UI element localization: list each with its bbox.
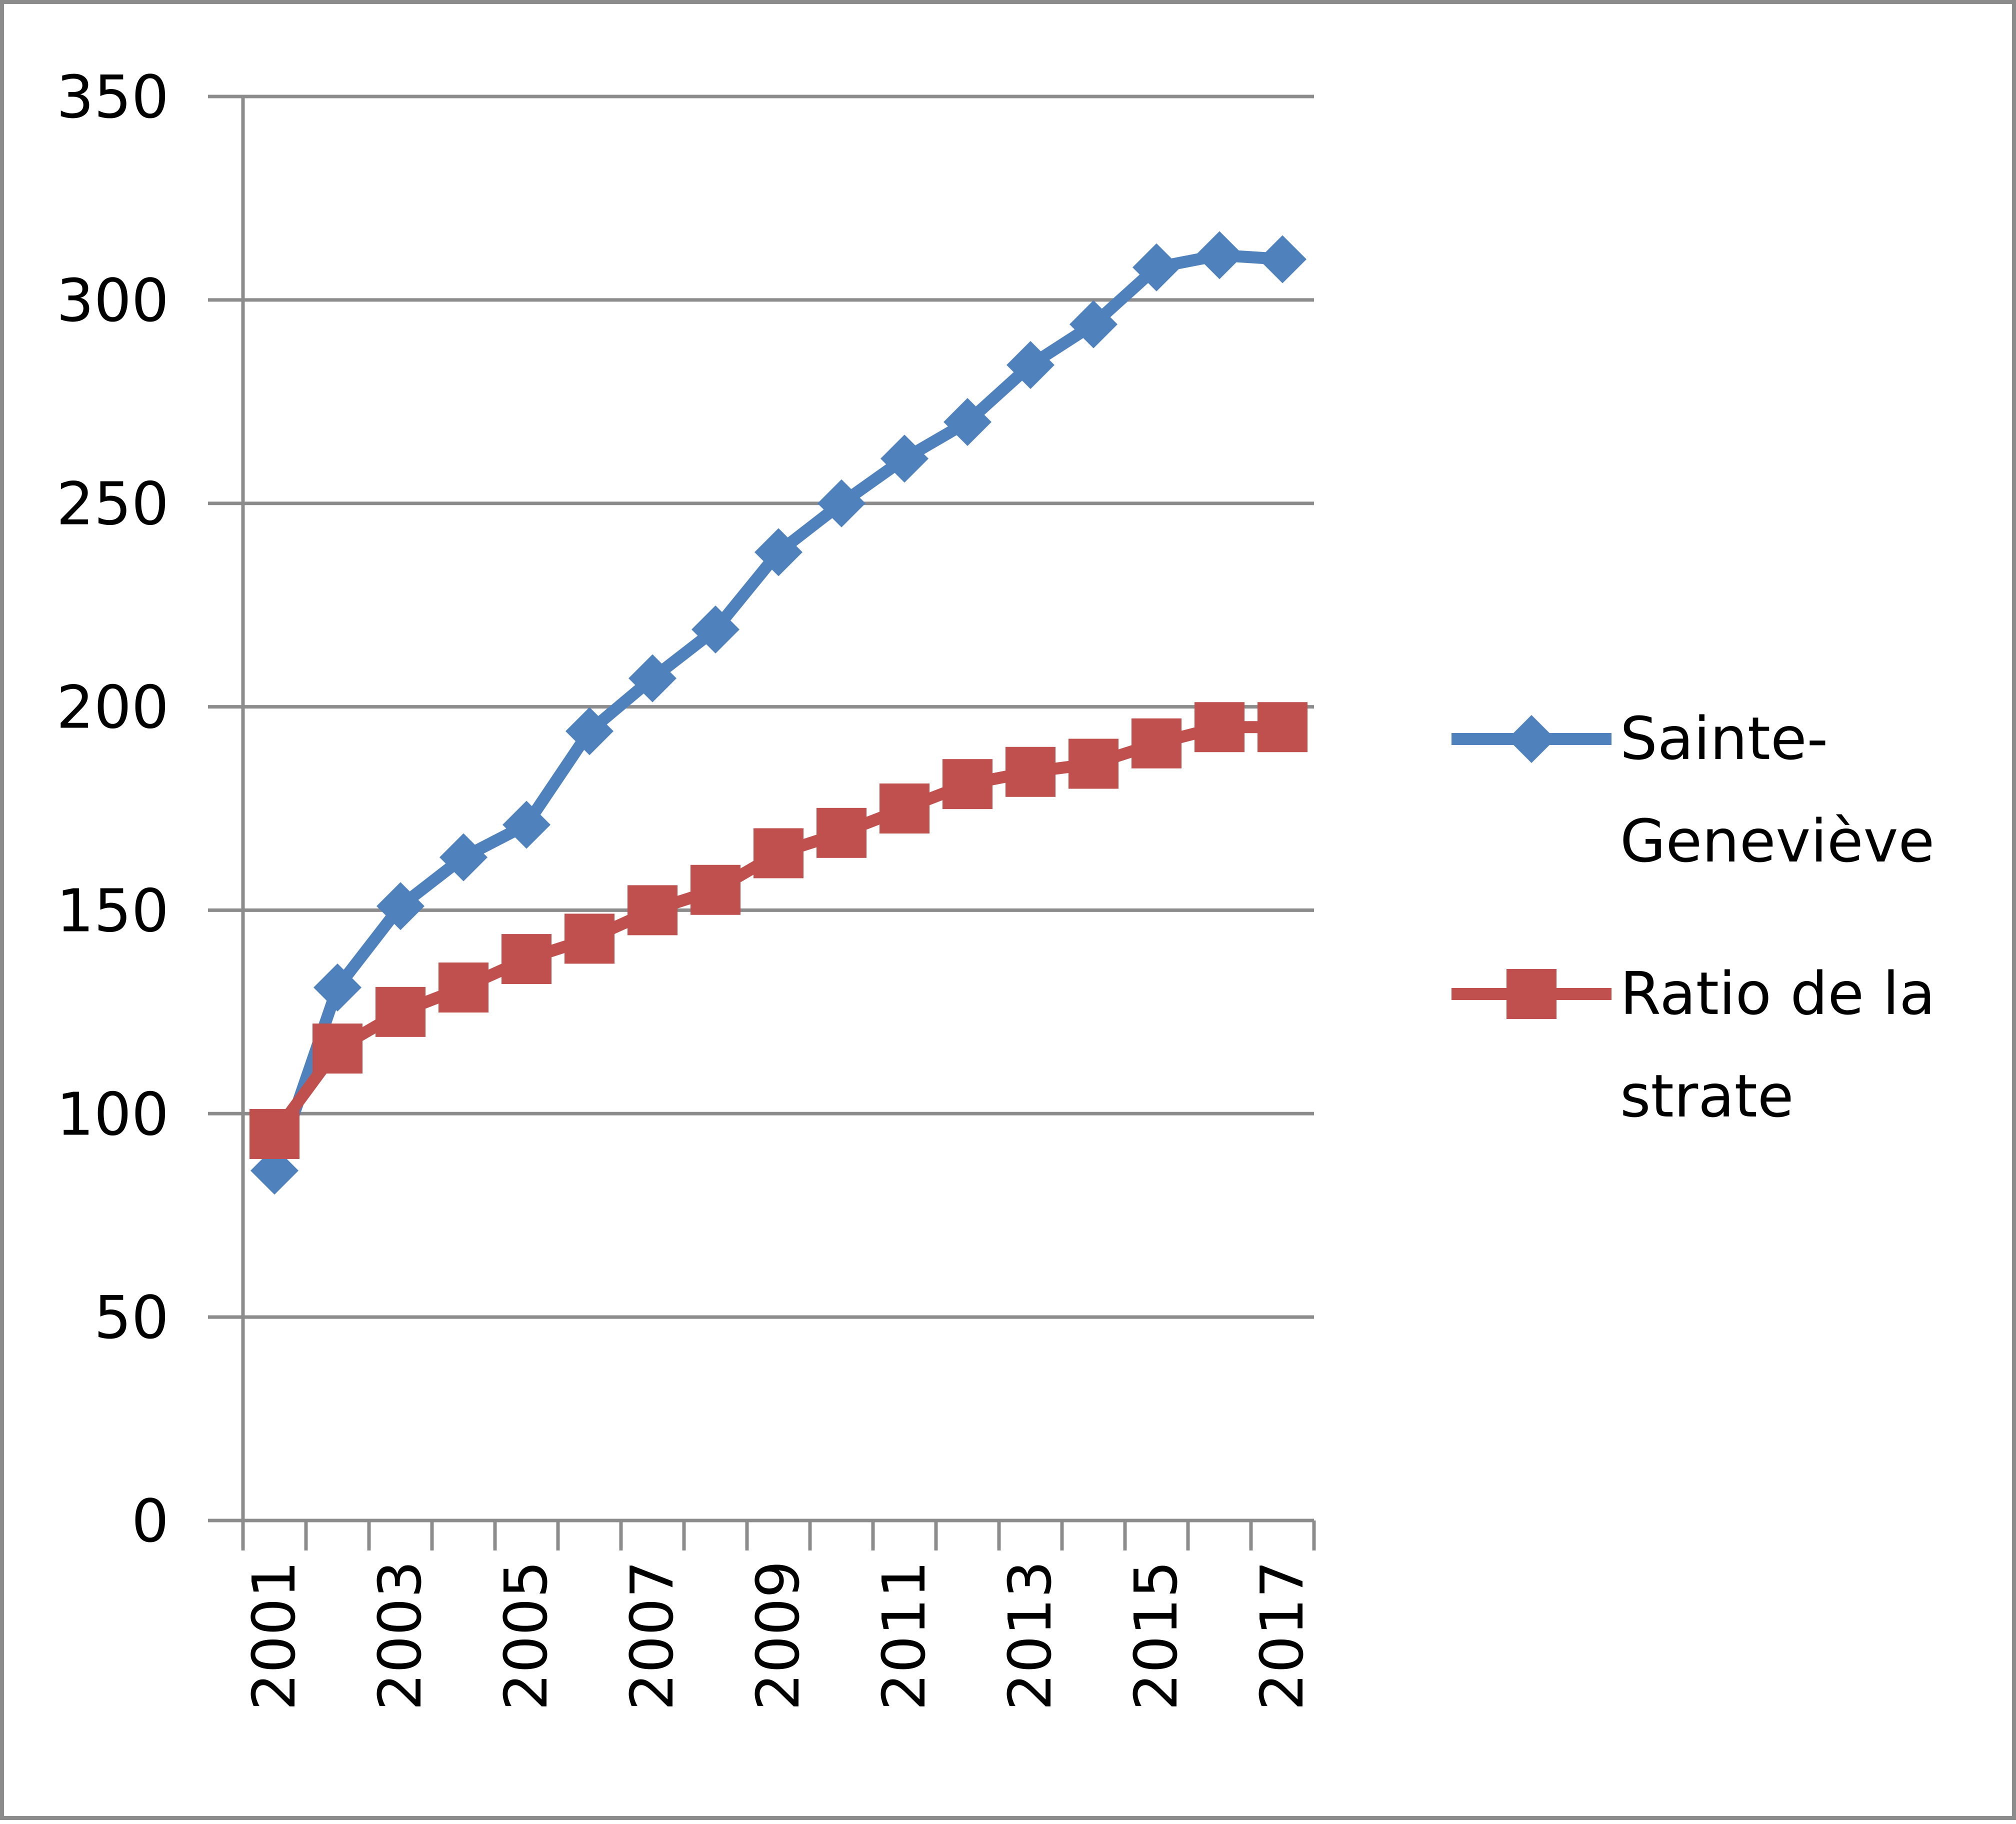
data-point (438, 962, 488, 1013)
data-point (1068, 738, 1118, 789)
data-point (250, 1108, 300, 1159)
data-point (502, 934, 552, 984)
legend-label: Sainte- (1620, 704, 1828, 773)
data-point (1196, 231, 1244, 280)
y-axis-tick-labels: 0 50 100 150 200 250 300 350 (56, 62, 169, 1556)
data-point (942, 759, 992, 810)
series-line (268, 249, 1283, 1173)
data-point (818, 479, 866, 528)
data-point (1258, 235, 1306, 284)
legend-swatch-marker (1506, 969, 1556, 1019)
data-point (376, 986, 426, 1037)
data-point (440, 833, 488, 882)
data-point (690, 864, 740, 915)
x-tick-label: 2011 (870, 1560, 938, 1710)
data-point (880, 434, 928, 483)
y-tick-label: 100 (56, 1080, 169, 1148)
data-point (1258, 702, 1308, 752)
data-point (502, 800, 550, 849)
y-tick-label: 150 (56, 876, 169, 945)
data-point (692, 605, 740, 654)
data-point (566, 707, 614, 756)
legend-entry: Ratio de la strate (1452, 959, 1936, 1130)
x-tick-label: 2007 (618, 1560, 686, 1710)
series-sainte-genevieve (250, 231, 1306, 1195)
y-tick-label: 350 (56, 62, 169, 132)
legend: Sainte- Geneviève Ratio de la strate (1452, 704, 1936, 1130)
data-series (250, 231, 1308, 1195)
data-point (1006, 746, 1056, 797)
y-tick-label: 50 (94, 1283, 169, 1352)
y-tick-label: 250 (56, 470, 169, 538)
data-point (376, 882, 424, 930)
legend-label: Geneviève (1620, 806, 1934, 876)
data-point (314, 964, 362, 1012)
x-tick-label: 2013 (996, 1560, 1064, 1710)
data-point (944, 398, 992, 446)
series-ratio-de-la-strate (250, 702, 1308, 1159)
x-axis-tick-labels: 2001 2003 2005 2007 2009 2011 2013 2015 2017 (240, 1560, 1316, 1710)
data-point (628, 654, 676, 702)
legend-entry: Sainte- Geneviève (1452, 704, 1934, 876)
data-point (1132, 718, 1182, 768)
data-point (564, 914, 614, 964)
x-tick-label: 2003 (366, 1560, 434, 1710)
data-point (754, 828, 804, 878)
x-tick-label: 2005 (492, 1560, 560, 1710)
data-point (628, 885, 678, 936)
axes (208, 96, 1316, 1550)
data-point (1070, 300, 1118, 348)
data-point (754, 528, 802, 576)
data-point (816, 808, 866, 858)
y-tick-label: 200 (56, 673, 169, 742)
x-tick-label: 2015 (1122, 1560, 1190, 1710)
y-tick-label: 0 (132, 1486, 169, 1556)
legend-label: Ratio de la (1620, 959, 1936, 1028)
data-point (1194, 702, 1244, 752)
data-point (312, 1024, 362, 1074)
legend-label: strate (1620, 1062, 1794, 1130)
x-tick-label: 2017 (1248, 1560, 1316, 1710)
legend-swatch-marker (1508, 715, 1556, 763)
y-tick-label: 300 (56, 266, 169, 335)
x-tick-label: 2009 (744, 1560, 812, 1710)
data-point (880, 784, 930, 834)
x-tick-label: 2001 (240, 1560, 308, 1710)
data-point (1132, 243, 1180, 292)
series-line (270, 721, 1282, 1138)
data-point (1006, 341, 1054, 390)
